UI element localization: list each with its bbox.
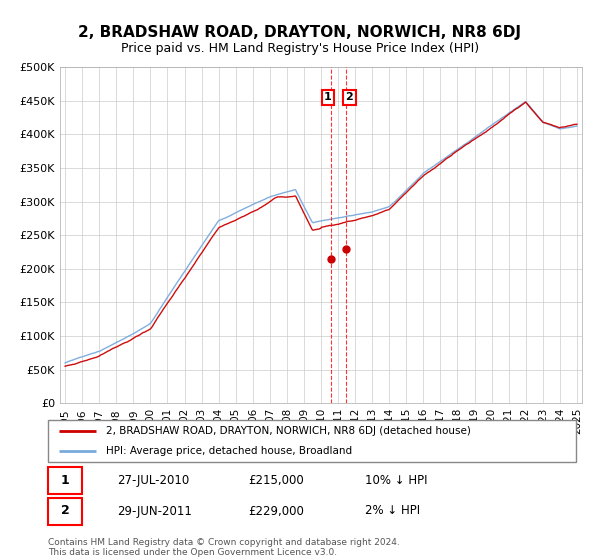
Text: 2% ↓ HPI: 2% ↓ HPI bbox=[365, 505, 420, 517]
FancyBboxPatch shape bbox=[48, 420, 576, 462]
Text: 1: 1 bbox=[61, 474, 70, 487]
FancyBboxPatch shape bbox=[48, 467, 82, 494]
Text: 29-JUN-2011: 29-JUN-2011 bbox=[116, 505, 191, 517]
Text: 10% ↓ HPI: 10% ↓ HPI bbox=[365, 474, 427, 487]
Text: 2: 2 bbox=[346, 92, 353, 102]
Text: Contains HM Land Registry data © Crown copyright and database right 2024.
This d: Contains HM Land Registry data © Crown c… bbox=[48, 538, 400, 557]
Text: 1: 1 bbox=[324, 92, 332, 102]
Text: Price paid vs. HM Land Registry's House Price Index (HPI): Price paid vs. HM Land Registry's House … bbox=[121, 42, 479, 55]
FancyBboxPatch shape bbox=[48, 498, 82, 525]
Text: HPI: Average price, detached house, Broadland: HPI: Average price, detached house, Broa… bbox=[106, 446, 352, 456]
Text: 2, BRADSHAW ROAD, DRAYTON, NORWICH, NR8 6DJ: 2, BRADSHAW ROAD, DRAYTON, NORWICH, NR8 … bbox=[79, 25, 521, 40]
Text: 2: 2 bbox=[61, 505, 70, 517]
Text: £229,000: £229,000 bbox=[248, 505, 305, 517]
Text: 27-JUL-2010: 27-JUL-2010 bbox=[116, 474, 189, 487]
Text: 2, BRADSHAW ROAD, DRAYTON, NORWICH, NR8 6DJ (detached house): 2, BRADSHAW ROAD, DRAYTON, NORWICH, NR8 … bbox=[106, 426, 471, 436]
Text: £215,000: £215,000 bbox=[248, 474, 304, 487]
